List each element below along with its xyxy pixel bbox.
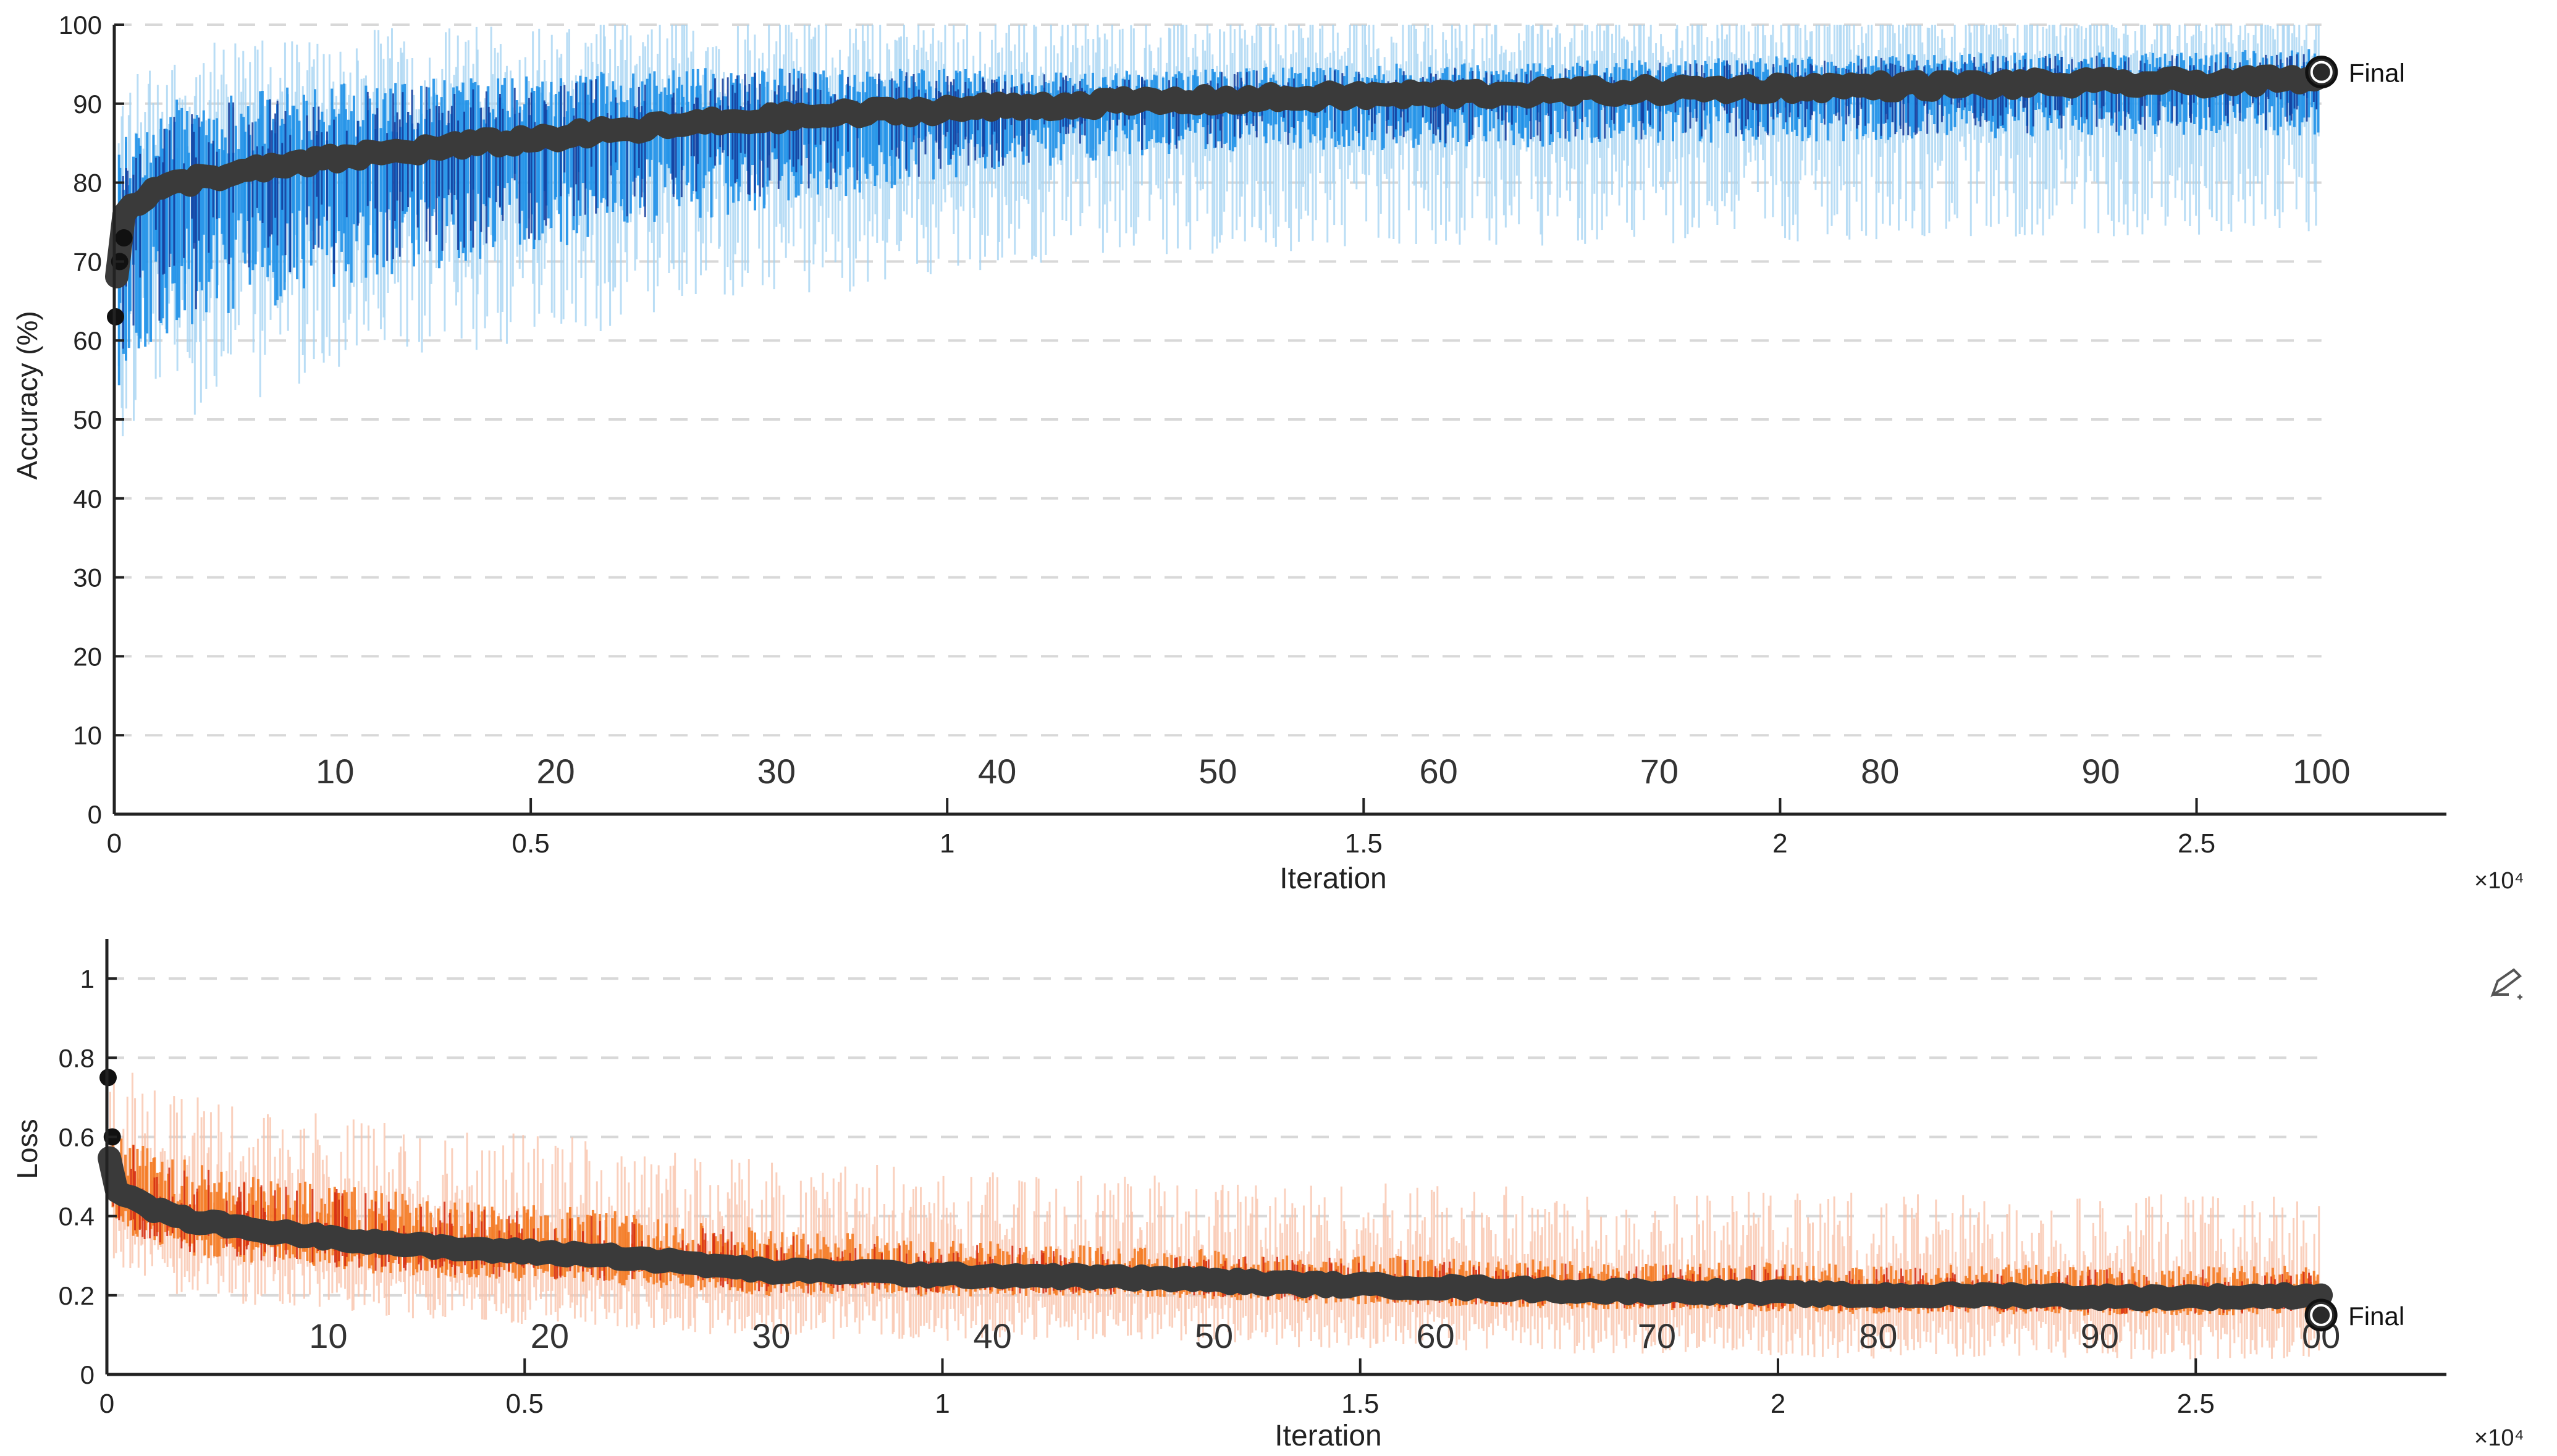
- accuracy-epoch-labels: 10 20 30 40 50 60 70 80 90 100: [316, 752, 2350, 791]
- loss-epoch-label: 80: [1859, 1316, 1897, 1355]
- acc-epoch-label: 80: [1861, 752, 1899, 791]
- acc-epoch-label: 50: [1198, 752, 1237, 791]
- loss-epoch-label: 60: [1416, 1316, 1454, 1355]
- acc-y-tick-label: 80: [73, 169, 102, 198]
- acc-y-tick-label: 20: [73, 642, 102, 671]
- loss-epoch-label: 70: [1638, 1316, 1676, 1355]
- edit-icon[interactable]: [2490, 968, 2522, 999]
- loss-axes: [105, 939, 2446, 1376]
- loss-x-tick-label: 2.5: [2177, 1389, 2215, 1419]
- loss-y-tick-label: 0.4: [59, 1202, 95, 1231]
- acc-y-tick-label: 30: [73, 563, 102, 592]
- acc-final-ring: [2310, 61, 2333, 83]
- loss-epoch-labels: 10 20 30 40 50 60 70 80 90 00: [309, 1316, 2340, 1355]
- acc-y-tick-label: 70: [73, 247, 102, 276]
- acc-epoch-label: 60: [1420, 752, 1458, 791]
- acc-x-tick-label: 2: [1772, 828, 1787, 859]
- loss-final-ring: [2310, 1303, 2333, 1326]
- accuracy-ticks: 0 10 20 30 40 50 60 70 80 90 100 0 0.5 1 1.5 2 2.5: [59, 11, 2215, 859]
- acc-y-tick-label: 40: [73, 484, 102, 513]
- loss-y-tick-label: 0.8: [59, 1043, 95, 1072]
- loss-y-tick-label: 0.2: [59, 1281, 95, 1310]
- accuracy-x-axis-label: Iteration: [1279, 862, 1386, 895]
- accuracy-x-exponent: ×10⁴: [2474, 868, 2524, 894]
- acc-x-tick-label: 2.5: [2178, 828, 2215, 859]
- acc-epoch-label: 70: [1640, 752, 1679, 791]
- loss-x-exponent: ×10⁴: [2474, 1425, 2524, 1451]
- loss-epoch-label: 10: [309, 1316, 347, 1355]
- acc-x-tick-label: 1: [940, 828, 954, 859]
- loss-ticks: 00.20.40.60.810 0.5 1 1.5 2 2.5: [59, 964, 2215, 1419]
- acc-epoch-label: 10: [316, 752, 354, 791]
- loss-x-tick-label: 1: [935, 1389, 950, 1419]
- loss-smoothed-line: [98, 1146, 2333, 1311]
- loss-final-marker: Final: [2304, 1298, 2404, 1332]
- loss-y-axis-label: Loss: [11, 1119, 43, 1179]
- acc-y-tick-label: 100: [59, 11, 102, 40]
- loss-epoch-label: 40: [974, 1316, 1012, 1355]
- loss-x-tick-label: 0: [99, 1389, 114, 1419]
- acc-epoch-label: 100: [2293, 752, 2350, 791]
- accuracy-final-marker: Final: [2305, 56, 2405, 89]
- acc-y-tick-label: 10: [73, 721, 102, 750]
- acc-final-label: Final: [2349, 59, 2405, 88]
- loss-epoch-label: 30: [752, 1316, 790, 1355]
- loss-x-axis-label: Iteration: [1274, 1420, 1381, 1452]
- loss-epoch-label: 20: [531, 1316, 569, 1355]
- acc-epoch-label: 40: [978, 752, 1016, 791]
- loss-x-tick-label: 2: [1771, 1389, 1785, 1419]
- loss-final-label: Final: [2348, 1302, 2404, 1331]
- loss-x-tick-label: 0.5: [506, 1389, 544, 1419]
- acc-y-tick-label: 0: [88, 800, 102, 829]
- accuracy-chart: 0 10 20 30 40 50 60 70 80 90 100 0 0.5 1 1.5 2 2.5 10 20 3…: [11, 11, 2524, 895]
- acc-epoch-label: 30: [757, 752, 796, 791]
- loss-y-tick-label: 0: [80, 1360, 95, 1389]
- loss-epoch-label: 50: [1195, 1316, 1233, 1355]
- acc-epoch-label: 20: [536, 752, 575, 791]
- acc-smoothed-line: [105, 64, 2333, 288]
- accuracy-y-axis-label: Accuracy (%): [11, 311, 43, 479]
- acc-y-tick-label: 50: [73, 405, 102, 434]
- acc-x-tick-label: 0: [107, 828, 122, 859]
- loss-epoch-label: 90: [2081, 1316, 2119, 1355]
- loss-x-tick-label: 1.5: [1341, 1389, 1379, 1419]
- acc-epoch-label: 90: [2081, 752, 2120, 791]
- acc-x-tick-label: 1.5: [1345, 828, 1383, 859]
- accuracy-grid: [114, 23, 2322, 737]
- acc-x-tick-label: 0.5: [512, 828, 550, 859]
- acc-validation-point: [115, 229, 133, 247]
- loss-chart: 00.20.40.60.810 0.5 1 1.5 2 2.5 10 20 30 40 50 60 7…: [11, 939, 2524, 1452]
- acc-y-tick-label: 60: [73, 326, 102, 355]
- loss-y-tick-label: 1: [80, 964, 95, 993]
- acc-y-tick-label: 90: [73, 90, 102, 119]
- loss-y-tick-label: 0.6: [59, 1122, 95, 1151]
